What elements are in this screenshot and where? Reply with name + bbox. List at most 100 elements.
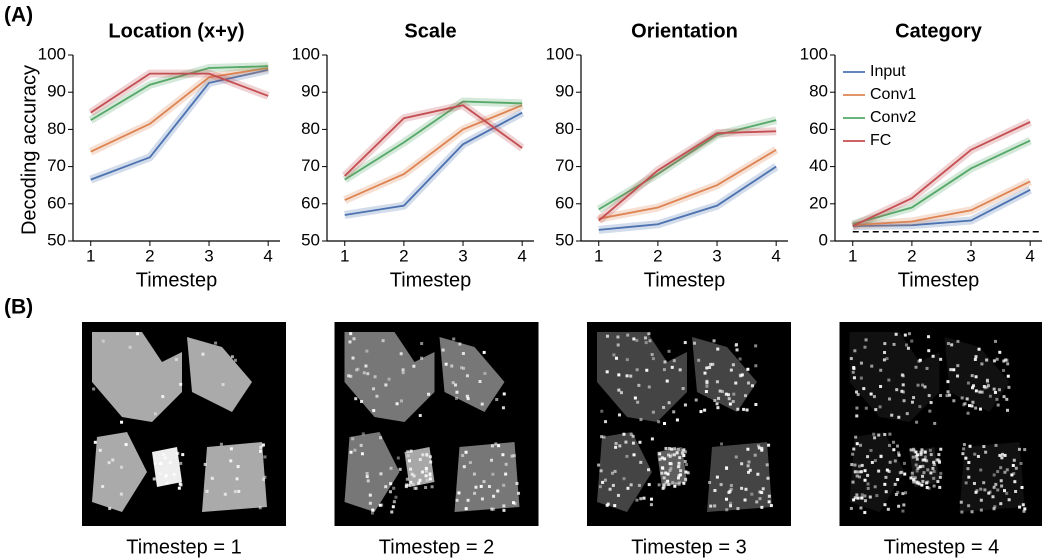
image-speckle (751, 384, 754, 387)
image-speckle (716, 406, 719, 409)
image-speckle (974, 355, 977, 358)
image-speckle (996, 470, 999, 473)
image-speckle (736, 507, 739, 510)
image-speckle (1006, 468, 1009, 471)
image-speckle (502, 509, 505, 512)
image-speckle (615, 357, 618, 360)
image-speckle (259, 450, 262, 453)
image-speckle (913, 449, 916, 452)
image-speckle (766, 463, 769, 466)
image-speckle (739, 374, 742, 377)
image-speckle (179, 462, 182, 465)
chart-title: Category (895, 20, 983, 42)
image-speckle (892, 448, 895, 451)
image-speckle (685, 463, 688, 466)
image-speckle (684, 478, 687, 481)
image-speckle (409, 481, 412, 484)
image-speckle (705, 385, 708, 388)
image-speckle (903, 399, 906, 402)
image-speckle (372, 409, 375, 412)
image-speckle (888, 397, 891, 400)
image-speckle (502, 406, 505, 409)
image-speckle (504, 473, 507, 476)
image-speckle (366, 475, 369, 478)
image-speckle (639, 497, 642, 500)
image-speckle (952, 368, 955, 371)
image-speckle (1015, 467, 1018, 470)
image-speckle (994, 483, 997, 486)
image-speckle (850, 507, 853, 510)
image-speckle (229, 459, 232, 462)
image-speckle (392, 487, 395, 490)
y-tick-label: 80 (301, 119, 320, 138)
image-speckle (995, 444, 998, 447)
image-speckle (638, 441, 641, 444)
image-speckle (1022, 503, 1025, 506)
image-speckle (716, 380, 719, 383)
image-speckle (108, 507, 111, 510)
image-speckle (754, 344, 757, 347)
image-speckle (866, 474, 869, 477)
x-axis-label: Timestep (136, 269, 218, 291)
image-speckle (419, 479, 422, 482)
image-speckle (853, 349, 856, 352)
image-speckle (755, 500, 758, 503)
image-speckle (993, 473, 996, 476)
image-speckle (364, 365, 367, 368)
image-speckle (474, 486, 477, 489)
image-speckle (866, 455, 869, 458)
legend-label: Input (870, 63, 906, 80)
image-speckle (382, 339, 385, 342)
image-speckle (481, 403, 484, 406)
image-speckle (491, 444, 494, 447)
image-speckle (669, 462, 672, 465)
image-speckle (729, 504, 732, 507)
image-speckle (352, 357, 355, 360)
image-speckle (903, 462, 906, 465)
image-speckle (495, 398, 498, 401)
image-speckle (1021, 486, 1024, 489)
image-speckle (983, 385, 986, 388)
image-speckle (873, 395, 876, 398)
image-speckle (236, 477, 239, 480)
image-speckle (911, 475, 914, 478)
image-speckle (933, 485, 936, 488)
x-tick-label: 1 (848, 246, 857, 265)
x-tick-label: 2 (907, 246, 916, 265)
image-speckle (616, 336, 619, 339)
image-speckle (727, 393, 730, 396)
image-speckle (902, 383, 905, 386)
image-speckle (599, 485, 602, 488)
y-tick-label: 70 (301, 156, 320, 175)
image-speckle (983, 488, 986, 491)
image-speckle (460, 366, 463, 369)
image-speckle (668, 447, 671, 450)
image-speckle (933, 470, 936, 473)
image-speckle (389, 482, 392, 485)
image-speckle (201, 353, 204, 356)
image-speckle (374, 375, 377, 378)
image-speckle (162, 453, 165, 456)
image-speckle (918, 405, 921, 408)
image-speckle (617, 373, 620, 376)
image-speckle (497, 444, 500, 447)
image-speckle (671, 366, 674, 369)
image-speckle (989, 395, 992, 398)
image-speckle (877, 434, 880, 437)
image-speckle (390, 467, 393, 470)
image-speckle (730, 369, 733, 372)
image-speckle (975, 389, 978, 392)
y-tick-label: 60 (301, 193, 320, 212)
image-speckle (996, 358, 999, 361)
legend-label: Conv2 (870, 109, 916, 126)
image-speckle (915, 455, 918, 458)
image-speckle (410, 450, 413, 453)
image-speckle (855, 407, 858, 410)
image-speckle (999, 502, 1002, 505)
image-speckle (908, 332, 911, 335)
image-speckle (645, 369, 648, 372)
image-speckle (896, 478, 899, 481)
image-speckle (912, 478, 915, 481)
image-speckle (883, 351, 886, 354)
image-speckle (263, 476, 266, 479)
